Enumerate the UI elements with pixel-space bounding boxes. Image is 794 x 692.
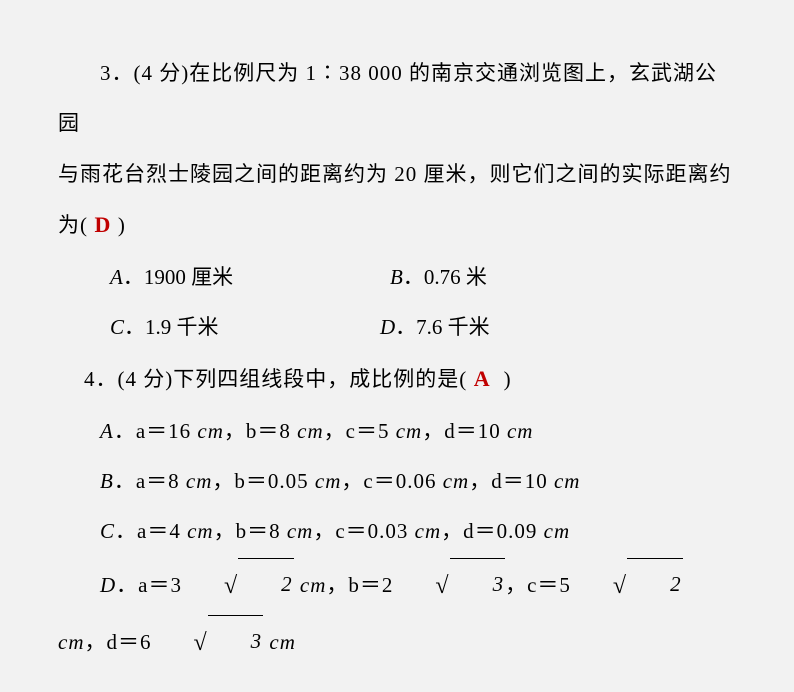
sqrt-icon: √3: [152, 614, 264, 672]
sqrt-icon: √2: [571, 557, 683, 615]
q3-line3-post: ): [118, 213, 126, 237]
q4-prefix: 4．(4 分)下列四组线段中，成比例的是(: [84, 367, 467, 391]
q4-option-c: C．a＝4 cm，b＝8 cm，c＝0.03 cm，d＝0.09 cm: [58, 506, 736, 556]
q4-stem: 4．(4 分)下列四组线段中，成比例的是( A ): [58, 353, 736, 406]
q3-option-a: A．1900 厘米: [110, 252, 390, 302]
q3-option-c: C．1.9 千米: [110, 302, 380, 352]
q3-line3: 为( D ): [58, 199, 736, 252]
q4-option-a: A．a＝16 cm，b＝8 cm，c＝5 cm，d＝10 cm: [58, 406, 736, 456]
q4-answer: A: [467, 366, 503, 391]
q3-options-row2: C．1.9 千米 D．7.6 千米: [58, 302, 736, 352]
sqrt-icon: √2: [182, 557, 294, 615]
q4-suffix: ): [504, 367, 512, 391]
q3-line3-pre: 为(: [58, 213, 88, 237]
q3-option-d: D．7.6 千米: [380, 302, 660, 352]
q4-option-d: D．a＝3√2 cm，b＝2√3，c＝5√2 cm，d＝6√3 cm: [58, 557, 736, 672]
q3-option-b: B．0.76 米: [390, 252, 670, 302]
document-content: 3．(4 分)在比例尺为 1∶38 000 的南京交通浏览图上，玄武湖公园 与雨…: [0, 0, 794, 692]
q3-answer: D: [88, 212, 118, 237]
q3-line1: 3．(4 分)在比例尺为 1∶38 000 的南京交通浏览图上，玄武湖公园: [58, 48, 736, 149]
q4-option-b: B．a＝8 cm，b＝0.05 cm，c＝0.06 cm，d＝10 cm: [58, 456, 736, 506]
q3-line2: 与雨花台烈士陵园之间的距离约为 20 厘米，则它们之间的实际距离约: [58, 149, 736, 199]
q3-options-row1: A．1900 厘米 B．0.76 米: [58, 252, 736, 302]
sqrt-icon: √3: [393, 557, 505, 615]
